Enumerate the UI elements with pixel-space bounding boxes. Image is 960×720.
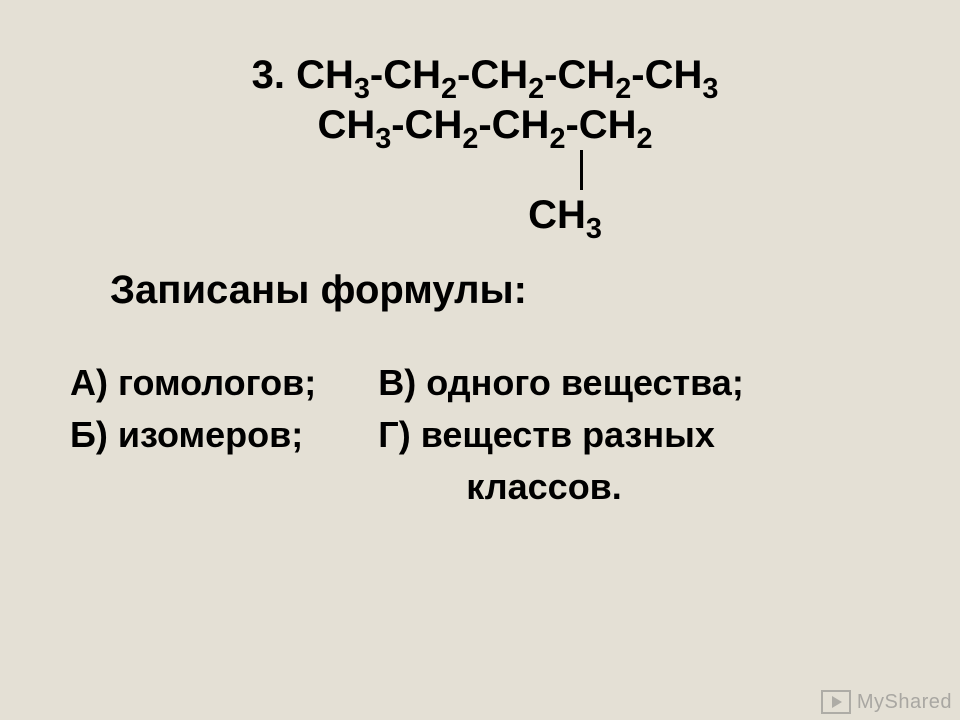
option-g-line2-text: классов.: [466, 466, 622, 507]
l1t4: -CH: [457, 53, 528, 97]
l1s9: 3: [702, 73, 718, 105]
bond-vertical: [580, 150, 583, 190]
prompt-text: Записаны формулы:: [110, 268, 527, 312]
formula-block: 3. CH3-CH2-CH2-CH2-CH3 CH3-CH2-CH2-CH2 C…: [70, 50, 900, 240]
l1s3: 2: [441, 73, 457, 105]
options-table: А) гомологов; В) одного вещества; Б) изо…: [70, 357, 744, 514]
l1s7: 2: [615, 73, 631, 105]
l2t4: -CH: [478, 103, 549, 147]
l2s7: 2: [637, 123, 653, 155]
formula-line-1: 3. CH3-CH2-CH2-CH2-CH3: [70, 50, 900, 100]
l2t2: -CH: [391, 103, 462, 147]
formula-line-2: CH3-CH2-CH2-CH2: [70, 100, 900, 150]
slide: 3. CH3-CH2-CH2-CH2-CH3 CH3-CH2-CH2-CH2 C…: [0, 0, 960, 720]
l1t2: -CH: [370, 53, 441, 97]
watermark: MyShared: [821, 690, 952, 714]
l2s1: 3: [375, 123, 391, 155]
option-v: В) одного вещества;: [378, 357, 744, 409]
l1s1: 3: [354, 73, 370, 105]
prompt: Записаны формулы:: [70, 268, 900, 313]
watermark-text: MyShared: [857, 691, 952, 714]
l2s3: 2: [462, 123, 478, 155]
l1t6: -CH: [544, 53, 615, 97]
option-g-line2: классов.: [378, 461, 744, 513]
question-number: 3.: [252, 53, 285, 97]
l1t8: -CH: [631, 53, 702, 97]
l1s5: 2: [528, 73, 544, 105]
l2t6: -CH: [565, 103, 636, 147]
option-b: Б) изомеров;: [70, 409, 316, 513]
play-icon: [821, 690, 851, 714]
option-g-line1: Г) веществ разных: [378, 409, 744, 461]
options-col-gap2: [316, 409, 378, 513]
brt0: CH: [528, 193, 586, 237]
option-a: А) гомологов;: [70, 357, 316, 409]
l2t0: CH: [317, 103, 375, 147]
options-col-gap1: [316, 357, 378, 409]
formula-branch: CH3: [230, 190, 900, 240]
brs1: 3: [586, 213, 602, 245]
l2s5: 2: [549, 123, 565, 155]
bond-row: [70, 150, 900, 190]
options: А) гомологов; В) одного вещества; Б) изо…: [70, 357, 900, 514]
l1t0: CH: [296, 53, 354, 97]
